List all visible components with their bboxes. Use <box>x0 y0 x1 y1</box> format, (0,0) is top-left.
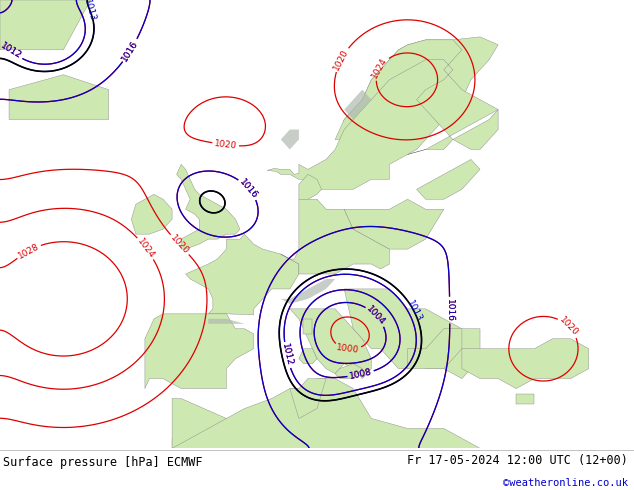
Text: Surface pressure [hPa] ECMWF: Surface pressure [hPa] ECMWF <box>3 456 203 469</box>
Text: 1016: 1016 <box>120 38 140 63</box>
Text: 1016: 1016 <box>120 38 140 63</box>
Text: 1028: 1028 <box>16 242 41 260</box>
Text: 1000: 1000 <box>336 343 360 355</box>
Text: 1013: 1013 <box>404 299 424 323</box>
Text: 1016: 1016 <box>238 177 259 200</box>
Text: 1013: 1013 <box>82 0 97 23</box>
Text: 1004: 1004 <box>365 304 387 327</box>
Text: 1016: 1016 <box>445 298 455 321</box>
Text: ©weatheronline.co.uk: ©weatheronline.co.uk <box>503 477 628 488</box>
Text: 1008: 1008 <box>349 368 373 381</box>
Text: 1016: 1016 <box>445 298 455 321</box>
Text: 1020: 1020 <box>214 139 238 150</box>
Text: 1016: 1016 <box>238 177 259 200</box>
Text: 1024: 1024 <box>136 237 157 260</box>
Text: 1012: 1012 <box>280 343 294 367</box>
Text: Fr 17-05-2024 12:00 UTC (12+00): Fr 17-05-2024 12:00 UTC (12+00) <box>407 454 628 466</box>
Text: 1024: 1024 <box>370 56 389 80</box>
Text: 1012: 1012 <box>0 41 23 61</box>
Text: 1008: 1008 <box>349 368 373 381</box>
Text: 1020: 1020 <box>169 233 191 256</box>
Text: 1020: 1020 <box>332 48 351 72</box>
Text: 1020: 1020 <box>558 316 580 338</box>
Text: 1012: 1012 <box>0 41 23 61</box>
Text: 1004: 1004 <box>365 304 387 327</box>
Text: 1012: 1012 <box>280 343 294 367</box>
